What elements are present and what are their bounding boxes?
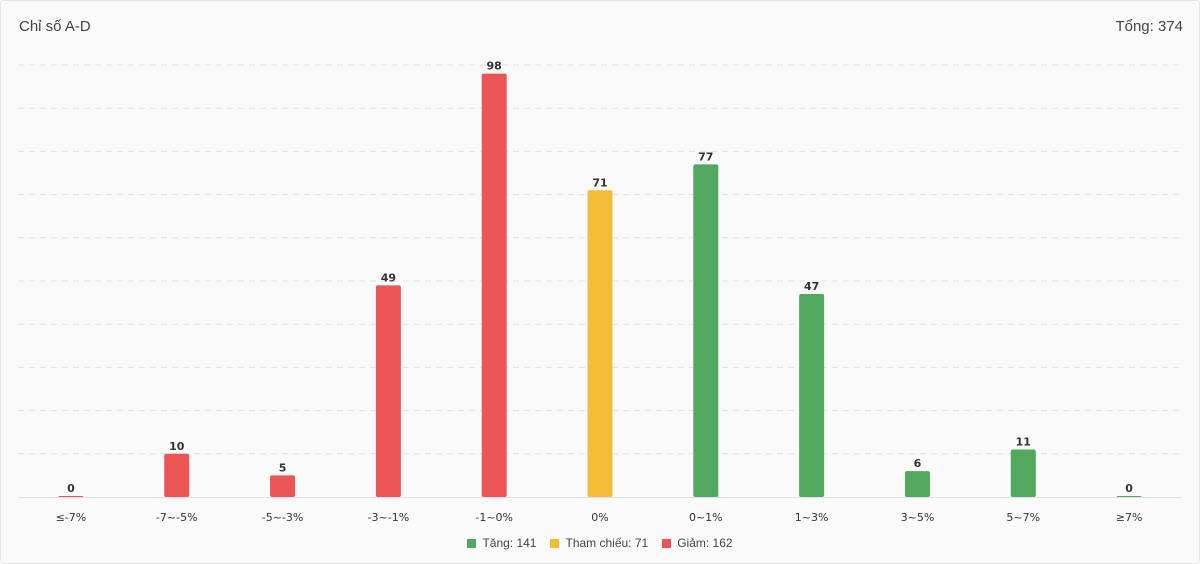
chart-legend: Tăng: 141 Tham chiếu: 71 Giảm: 162 xyxy=(0,536,1200,550)
x-tick-label: ≤-7% xyxy=(56,511,87,524)
total-count: Tổng: 374 xyxy=(1115,18,1183,35)
bar xyxy=(375,285,401,497)
x-tick-label: -3~-1% xyxy=(368,511,410,524)
legend-swatch xyxy=(467,538,477,548)
legend-item-down[interactable]: Giảm: 162 xyxy=(662,536,733,550)
bar-value-label: 47 xyxy=(804,280,819,293)
legend-swatch xyxy=(550,538,560,548)
x-tick-label: -7~-5% xyxy=(156,511,198,524)
bar xyxy=(270,475,296,497)
bar-value-label: 11 xyxy=(1016,435,1031,448)
x-tick-label: -1~0% xyxy=(475,511,513,524)
bar-value-label: 77 xyxy=(698,150,713,163)
bar xyxy=(164,453,190,497)
bar-value-label: 6 xyxy=(914,457,922,470)
chart-title: Chỉ số A-D xyxy=(19,18,91,35)
x-tick-label: 3~5% xyxy=(901,511,935,524)
bar-value-label: 5 xyxy=(279,461,287,474)
x-tick-label: 0% xyxy=(591,511,608,524)
x-tick-label: -5~-3% xyxy=(262,511,304,524)
bar xyxy=(1116,496,1142,497)
legend-item-ref[interactable]: Tham chiếu: 71 xyxy=(550,536,648,550)
bar xyxy=(481,73,507,497)
legend-label: Giảm: 162 xyxy=(677,536,733,550)
legend-label: Tham chiếu: 71 xyxy=(565,536,649,550)
bar xyxy=(587,190,613,497)
bar-value-label: 0 xyxy=(67,482,75,495)
bar-value-label: 49 xyxy=(381,271,396,284)
legend-item-up[interactable]: Tăng: 141 xyxy=(467,536,536,550)
bar xyxy=(693,164,719,498)
legend-swatch xyxy=(662,538,672,548)
bar-value-label: 0 xyxy=(1125,482,1133,495)
x-tick-label: ≥7% xyxy=(1116,511,1143,524)
bar xyxy=(58,496,84,497)
x-tick-label: 1~3% xyxy=(795,511,829,524)
legend-label: Tăng: 141 xyxy=(482,536,537,550)
x-tick-label: 0~1% xyxy=(689,511,723,524)
bar xyxy=(904,471,930,497)
x-tick-label: 5~7% xyxy=(1006,511,1040,524)
bar-value-label: 10 xyxy=(169,440,185,453)
bar xyxy=(1010,449,1036,497)
bar-value-label: 71 xyxy=(592,176,607,189)
bar xyxy=(799,293,825,497)
bar-value-label: 98 xyxy=(487,60,502,73)
